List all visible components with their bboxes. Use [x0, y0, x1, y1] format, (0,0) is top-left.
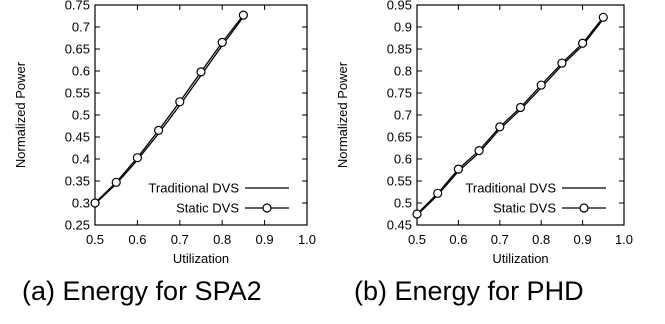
x-tick-label: 0.5 [408, 232, 426, 247]
y-tick-label: 0.8 [394, 64, 412, 79]
y-tick-label: 0.35 [65, 174, 90, 189]
legend-label: Static DVS [176, 201, 239, 216]
data-point-static-dvs [515, 102, 526, 113]
y-tick-label: 0.65 [65, 42, 90, 57]
y-tick-label: 0.55 [387, 174, 412, 189]
data-point-static-dvs [132, 153, 142, 163]
y-tick-label: 0.4 [72, 152, 90, 167]
series-line-static-dvs [94, 14, 244, 204]
y-tick-label: 0.6 [72, 64, 90, 79]
x-tick-label: 0.9 [256, 232, 274, 247]
data-point-static-dvs [577, 38, 588, 48]
chart-energy-phd: 0.450.50.550.60.650.70.750.80.850.90.950… [335, 0, 633, 266]
y-tick-label: 0.75 [387, 86, 412, 101]
x-axis-label: Utilization [492, 251, 548, 266]
x-axis-label: Utilization [173, 251, 229, 266]
series-line-static-dvs [416, 16, 604, 215]
y-tick-label: 0.45 [65, 130, 90, 145]
x-tick-label: 0.7 [491, 232, 509, 247]
x-tick-label: 0.6 [128, 232, 146, 247]
x-tick-label: 1.0 [615, 232, 633, 247]
y-tick-label: 0.5 [72, 108, 90, 123]
data-point-static-dvs [536, 80, 546, 90]
y-tick-label: 0.7 [72, 20, 90, 35]
y-tick-label: 0.3 [72, 196, 90, 211]
chart-energy-spa2: 0.25 0.3 0.35 0.4 0.45 0.5 0.55 0.6 0.65 0.7 0.75 0… [13, 0, 316, 266]
caption-energy-phd: (b) Energy for PHD [354, 276, 584, 306]
data-point-static-dvs [412, 209, 422, 219]
y-tick-label: 0.6 [394, 152, 412, 167]
x-tick-label: 1.0 [298, 232, 316, 247]
data-point-static-dvs [453, 164, 463, 174]
y-tick-label: 0.55 [65, 86, 90, 101]
legend-marker [262, 203, 272, 213]
y-axis-label: Normalized Power [13, 61, 28, 168]
x-tick-label: 0.9 [574, 232, 592, 247]
data-point-static-dvs [474, 146, 484, 156]
data-point-static-dvs [196, 67, 206, 77]
legend-label: Traditional DVS [465, 181, 556, 196]
y-tick-label: 0.25 [65, 218, 90, 233]
data-point-static-dvs [90, 198, 100, 208]
y-tick-label: 0.95 [387, 0, 412, 13]
data-point-static-dvs [557, 58, 567, 68]
legend-marker [579, 203, 589, 213]
y-tick-label: 0.75 [65, 0, 90, 13]
y-tick-label: 0.7 [394, 108, 412, 123]
y-tick-label: 0.9 [394, 20, 412, 35]
x-tick-label: 0.8 [213, 232, 231, 247]
data-point-static-dvs [238, 10, 248, 20]
y-tick-label: 0.65 [387, 130, 412, 145]
data-point-static-dvs [598, 12, 608, 22]
data-point-static-dvs [433, 188, 443, 198]
y-axis-label: Normalized Power [335, 61, 350, 168]
y-tick-label: 0.85 [387, 42, 412, 57]
data-point-static-dvs [175, 97, 185, 107]
x-tick-label: 0.6 [449, 232, 467, 247]
data-point-static-dvs [217, 37, 227, 48]
data-point-static-dvs [111, 177, 121, 187]
x-tick-label: 0.5 [86, 232, 104, 247]
legend-label: Traditional DVS [148, 181, 239, 196]
caption-energy-spa2: (a) Energy for SPA2 [22, 276, 262, 306]
y-tick-label: 0.45 [387, 218, 412, 233]
data-point-static-dvs [154, 125, 164, 135]
y-tick-label: 0.5 [394, 196, 412, 211]
legend-label: Static DVS [493, 201, 556, 216]
x-tick-label: 0.7 [171, 232, 189, 247]
x-tick-label: 0.8 [532, 232, 550, 247]
data-point-static-dvs [495, 122, 505, 132]
series-line-traditional-dvs [416, 18, 604, 216]
